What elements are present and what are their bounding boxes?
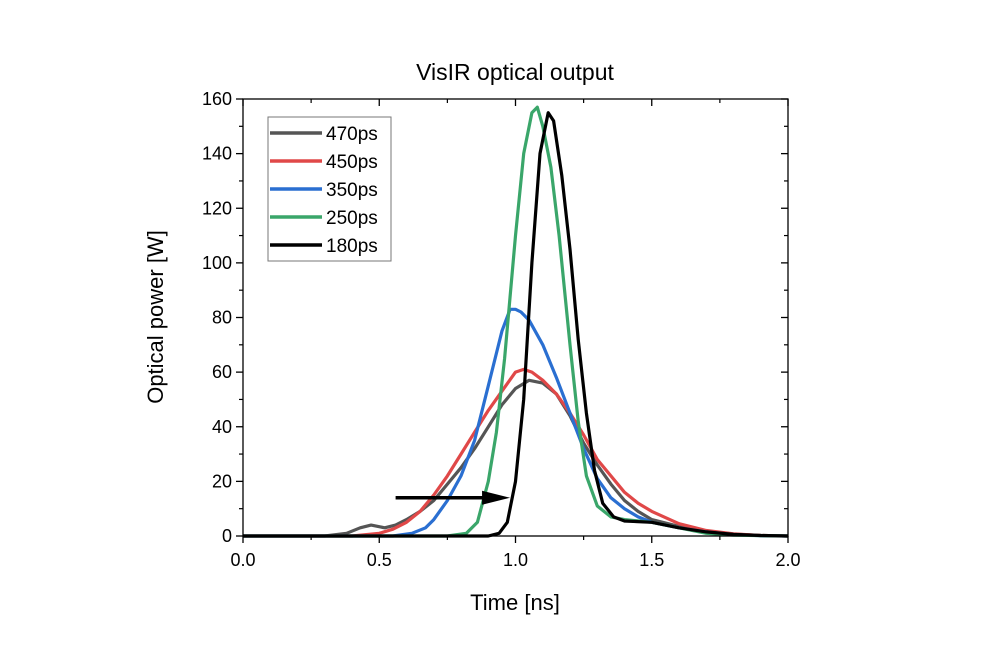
x-tick-label: 1.5: [639, 550, 664, 570]
y-tick-label: 80: [212, 308, 232, 328]
chart-title: VisIR optical output: [416, 59, 614, 85]
y-tick-label: 40: [212, 417, 232, 437]
x-tick-label: 0.5: [367, 550, 392, 570]
arrow-head: [482, 490, 511, 505]
legend-label: 450ps: [326, 152, 378, 173]
series-line-470ps: [243, 378, 789, 538]
x-axis-label: Time [ns]: [470, 590, 560, 615]
y-tick-label: 100: [202, 253, 232, 273]
plot-area: 0.0 0.5 1.0 1.5 2.0 0 20 40 60 80 100 120 140 160 470p…: [202, 89, 801, 570]
legend-label: 470ps: [326, 124, 378, 145]
legend-label: 180ps: [326, 236, 378, 257]
x-tick-label: 2.0: [775, 550, 800, 570]
y-tick-label: 60: [212, 362, 232, 382]
legend-label: 250ps: [326, 208, 378, 229]
y-tick-label: 160: [202, 89, 232, 109]
series-line-350ps: [243, 307, 789, 538]
y-tick-label: 120: [202, 198, 232, 218]
y-tick-label: 140: [202, 144, 232, 164]
y-axis-label: Optical power [W]: [143, 230, 168, 404]
legend-label: 350ps: [326, 180, 378, 201]
series-line-450ps: [243, 367, 789, 538]
x-tick-label: 0.0: [230, 550, 255, 570]
y-tick-label: 0: [222, 526, 232, 546]
y-tick-label: 20: [212, 471, 232, 491]
series-line-180ps: [243, 111, 789, 538]
x-tick-label: 1.0: [503, 550, 528, 570]
